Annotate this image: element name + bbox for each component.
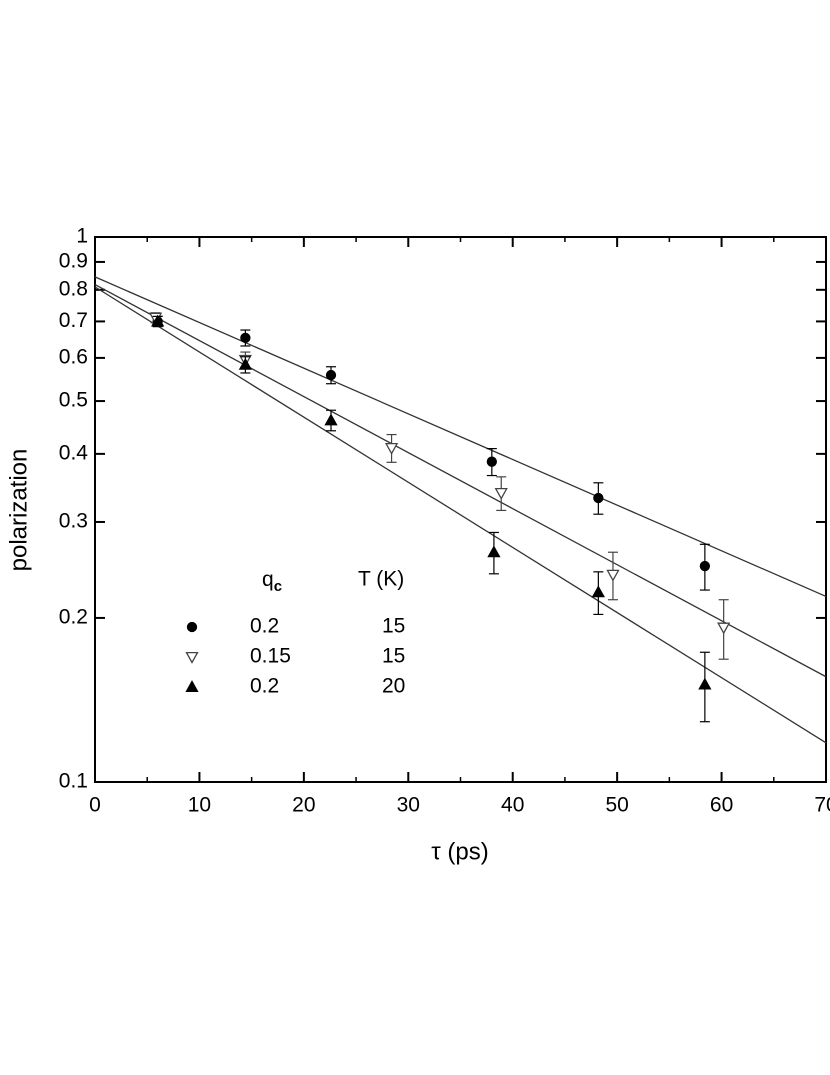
x-tick-label: 60 <box>710 794 733 817</box>
data-point <box>591 585 605 598</box>
x-tick-label: 20 <box>292 794 315 817</box>
legend-header: qc <box>262 568 282 595</box>
legend-header-sub: c <box>274 578 282 595</box>
data-point <box>717 622 731 635</box>
data-point <box>151 314 165 327</box>
data-point <box>325 369 337 381</box>
legend-t: 15 <box>382 615 405 638</box>
data-point <box>494 487 508 500</box>
fit-line <box>94 286 827 744</box>
y-tick-label: 1 <box>76 225 88 248</box>
y-tick-label: 0.5 <box>59 389 88 412</box>
data-point <box>384 442 399 455</box>
data-point <box>238 357 252 370</box>
y-tick-label: 0.9 <box>59 249 88 272</box>
legend-q: 0.2 <box>250 615 279 638</box>
y-tick-label: 0.4 <box>59 441 89 464</box>
legend-header-q: q <box>262 568 274 591</box>
legend-header: T (K) <box>358 568 404 591</box>
x-tick-label: 50 <box>605 794 628 817</box>
x-tick-label: 0 <box>89 794 101 817</box>
y-tick-label: 0.2 <box>59 605 88 628</box>
data-point <box>486 456 497 467</box>
y-tick-label: 0.1 <box>59 770 88 793</box>
x-axis-label: τ (ps) <box>431 838 488 865</box>
data-point <box>324 413 338 426</box>
y-tick-label: 0.6 <box>59 345 88 368</box>
y-tick-label: 0.3 <box>59 510 88 533</box>
x-tick-label: 70 <box>814 794 830 817</box>
legend-t: 15 <box>382 645 405 668</box>
x-tick-label: 30 <box>397 794 420 817</box>
data-point <box>698 677 712 690</box>
legend-q: 0.2 <box>250 675 279 698</box>
y-tick-label: 0.8 <box>59 277 88 300</box>
plot-frame <box>94 236 827 783</box>
data-point <box>240 332 251 344</box>
data-point <box>487 545 501 558</box>
fit-line <box>94 276 827 598</box>
data-point <box>606 569 620 582</box>
legend-marker <box>185 651 199 664</box>
x-tick-label: 40 <box>501 794 524 817</box>
legend-marker <box>185 680 199 693</box>
data-point <box>593 492 604 504</box>
fit-line <box>94 283 827 678</box>
y-axis-label: polarization <box>5 449 32 572</box>
data-point <box>699 560 711 572</box>
legend-marker <box>186 621 198 633</box>
y-tick-label: 0.7 <box>59 309 88 332</box>
x-tick-label: 10 <box>188 794 211 817</box>
legend-q: 0.15 <box>250 645 291 668</box>
legend-t: 20 <box>382 675 405 698</box>
